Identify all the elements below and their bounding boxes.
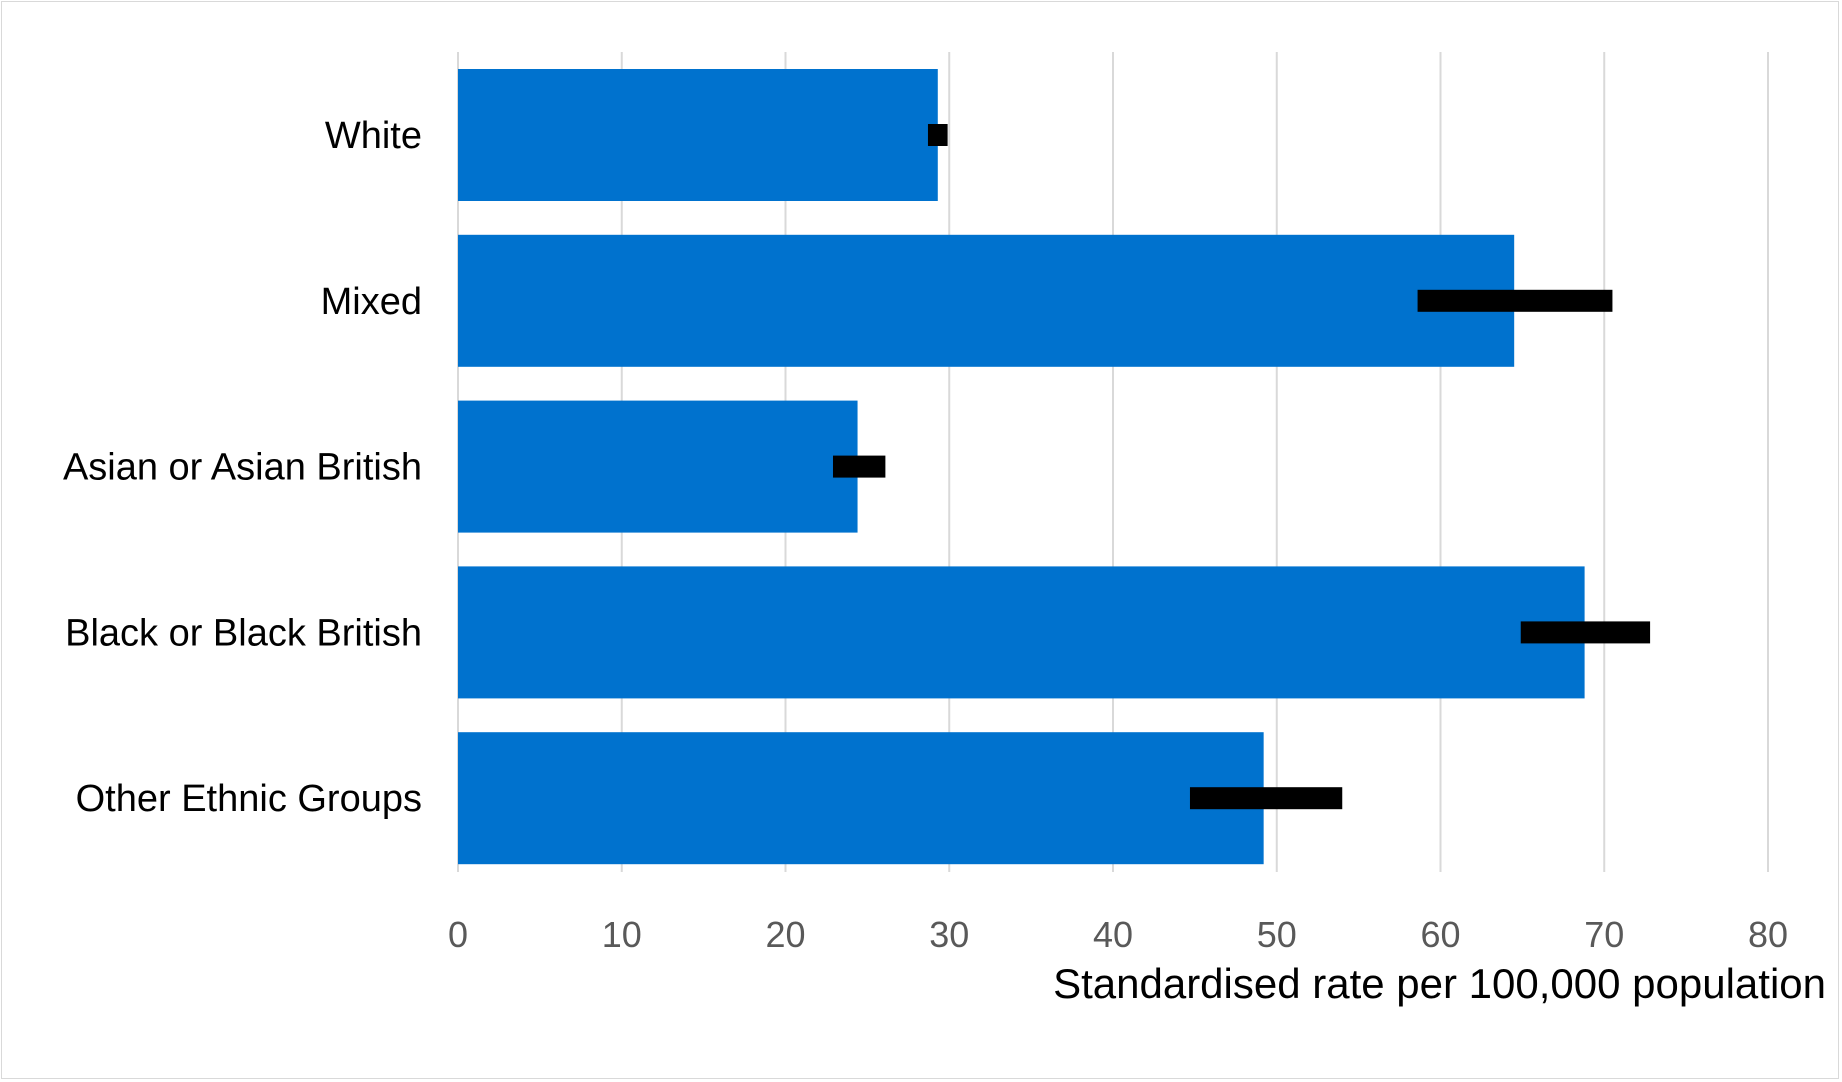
bar-4 (458, 732, 1264, 865)
category-label-3: Black or Black British (65, 612, 422, 654)
bar-3 (458, 566, 1585, 699)
x-tick-label-70: 70 (1584, 914, 1624, 955)
x-tick-label-60: 60 (1420, 914, 1460, 955)
x-axis-title: Standardised rate per 100,000 population (1053, 960, 1826, 1007)
bar-0 (458, 69, 938, 201)
bar-2 (458, 400, 858, 533)
category-label-1: Mixed (321, 281, 422, 323)
category-labels: White Mixed Asian or Asian British Black or… (63, 115, 422, 820)
x-tick-label-20: 20 (765, 914, 805, 955)
error-bar-3 (1520, 621, 1651, 644)
x-tick-label-50: 50 (1257, 914, 1297, 955)
bar-1 (458, 234, 1515, 367)
error-bar-4 (1189, 787, 1343, 810)
error-bars (832, 124, 1651, 810)
category-label-2: Asian or Asian British (63, 447, 422, 489)
x-tick-label-80: 80 (1748, 914, 1788, 955)
x-tick-label-0: 0 (448, 914, 468, 955)
category-label-0: White (325, 115, 422, 157)
error-bar-2 (832, 455, 886, 478)
x-tick-label-30: 30 (929, 914, 969, 955)
error-bar-1 (1417, 289, 1613, 312)
bars (458, 69, 1585, 865)
x-tick-label-40: 40 (1093, 914, 1133, 955)
x-tick-labels: 0 10 20 30 40 50 60 70 80 (448, 914, 1788, 955)
category-label-4: Other Ethnic Groups (76, 778, 422, 820)
x-tick-label-10: 10 (602, 914, 642, 955)
error-bar-0 (927, 124, 948, 146)
